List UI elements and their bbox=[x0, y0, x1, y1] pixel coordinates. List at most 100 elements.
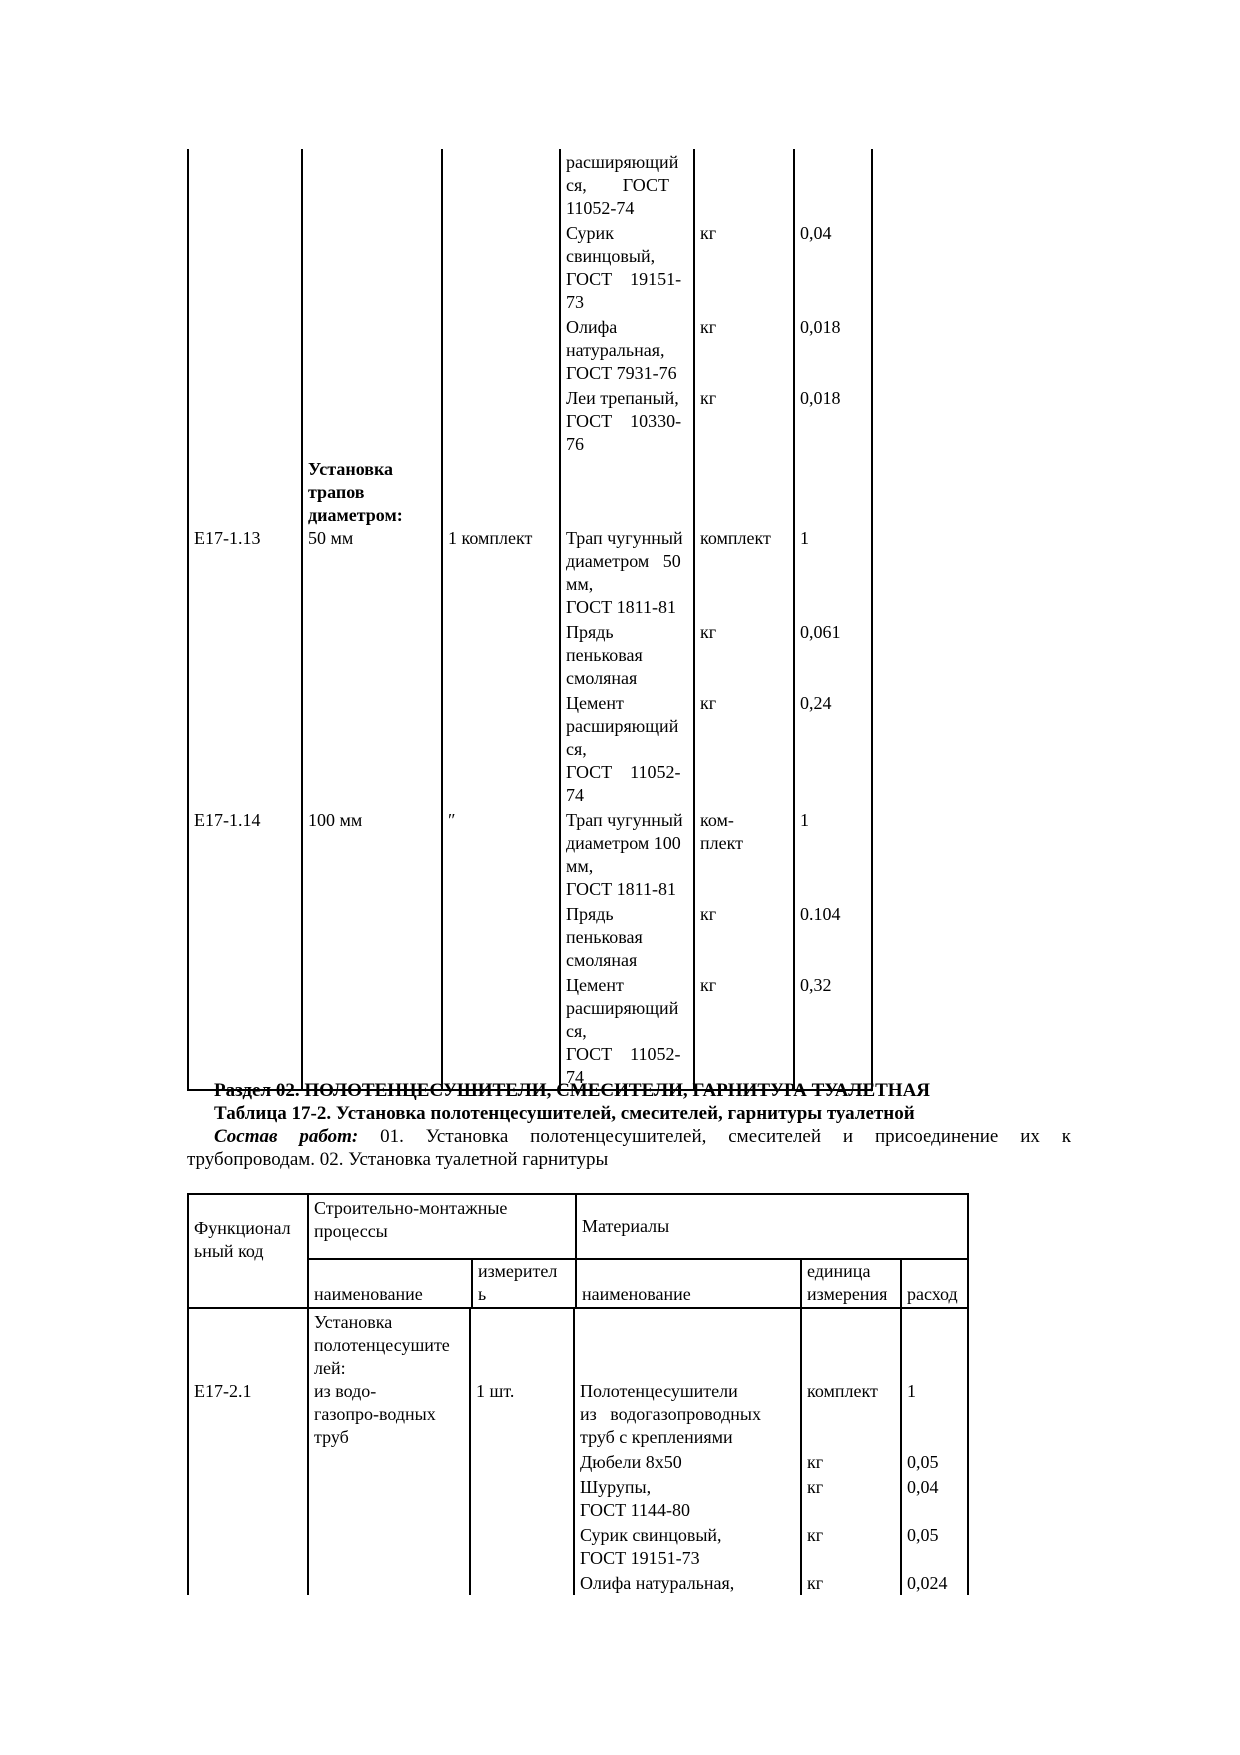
material-unit: кг bbox=[800, 1522, 900, 1570]
material-row: Шурупы, ГОСТ 1144-80 кг 0,04 bbox=[575, 1474, 969, 1522]
material-unit: комплект bbox=[800, 1309, 900, 1449]
table-row-e17-1-13: Е17-1.13 Установка трапов диаметром: 50 … bbox=[189, 456, 871, 807]
material-name: Олифа натуральная, ГОСТ 7931-76 bbox=[566, 317, 677, 383]
material-unit: кг bbox=[693, 972, 793, 1089]
material-row: Цемент расширяющий ся, ГОСТ 11052- 74 кг… bbox=[561, 690, 873, 807]
material-unit: кг bbox=[800, 1570, 900, 1595]
material-row: Цемент расширяющий ся, ГОСТ 11052- 74 кг… bbox=[561, 972, 873, 1089]
material-row: Леи трепаный, ГОСТ 10330- 76 кг 0,018 bbox=[561, 385, 873, 456]
cell-measure bbox=[441, 149, 559, 456]
composition-line-1: Состав работ: 01. Установка полотенцесуш… bbox=[187, 1125, 1071, 1148]
material-unit: кг bbox=[693, 690, 793, 807]
header-functional-code: Функционал ьный код bbox=[194, 1218, 291, 1261]
header-sub-name-processes: наименование bbox=[314, 1284, 423, 1304]
table-row: расширяющий ся, ГОСТ 11052-74 Сурик свин… bbox=[189, 149, 871, 456]
material-qty: 0,04 bbox=[900, 1474, 969, 1522]
material-row: Полотенцесушители из водогазопроводных т… bbox=[575, 1309, 969, 1449]
header-sub-measure: измерител ь bbox=[471, 1260, 575, 1307]
cell-work bbox=[301, 149, 441, 456]
header-sub-name-materials: наименование bbox=[575, 1260, 800, 1307]
material-qty: 0,05 bbox=[900, 1522, 969, 1570]
material-unit: комплект bbox=[693, 456, 793, 619]
composition-text: 01. Установка полотенцесушителей, смесит… bbox=[358, 1126, 1071, 1147]
material-row: Трап чугунный диаметром 50 мм, ГОСТ 1811… bbox=[561, 456, 873, 619]
material-name: Прядь пеньковая смоляная bbox=[566, 904, 643, 970]
material-unit: кг bbox=[693, 314, 793, 385]
header-right-group: Строительно-монтажные процессы Материалы… bbox=[307, 1195, 969, 1307]
cell-measure: 1 комплект bbox=[441, 456, 559, 807]
material-qty: 0,24 bbox=[793, 690, 873, 807]
material-row: расширяющий ся, ГОСТ 11052-74 bbox=[561, 149, 873, 220]
cell-materials: Полотенцесушители из водогазопроводных т… bbox=[573, 1309, 969, 1595]
material-qty bbox=[793, 149, 873, 220]
material-name: Цемент расширяющий ся, ГОСТ 11052- 74 bbox=[566, 975, 681, 1087]
material-name: Шурупы, ГОСТ 1144-80 bbox=[580, 1477, 691, 1520]
material-name: Прядь пеньковая смоляная bbox=[566, 622, 643, 688]
cell-code bbox=[189, 149, 301, 456]
material-name: расширяющий ся, ГОСТ 11052-74 bbox=[566, 152, 679, 218]
table-row-e17-2-1: Е17-2.1 Установка полотенцесушите лей: и… bbox=[189, 1309, 967, 1595]
material-qty: 0,061 bbox=[793, 619, 873, 690]
header-group-row: Строительно-монтажные процессы Материалы bbox=[309, 1195, 969, 1260]
cell-work: 100 мм bbox=[301, 807, 441, 1089]
material-name: Сурик свинцовый, ГОСТ 19151-73 bbox=[580, 1525, 722, 1568]
material-qty: 0,018 bbox=[793, 314, 873, 385]
cell-materials: Трап чугунный диаметром 50 мм, ГОСТ 1811… bbox=[559, 456, 873, 807]
material-row: Прядь пеньковая смоляная кг 0.104 bbox=[561, 901, 873, 972]
material-name: Леи трепаный, ГОСТ 10330- 76 bbox=[566, 388, 682, 454]
material-unit: ком- плект bbox=[693, 807, 793, 901]
header-sub-row: наименование измерител ь наименование ед… bbox=[309, 1260, 969, 1307]
header-sub-unit: единица измерения bbox=[800, 1260, 900, 1307]
material-name: Дюбели 8х50 bbox=[580, 1452, 682, 1472]
material-row: Сурик свинцовый, ГОСТ 19151-73 кг 0,05 bbox=[575, 1522, 969, 1570]
work-intro: Установка трапов диаметром: bbox=[308, 459, 403, 525]
table-row-e17-1-14: Е17-1.14 100 мм ″ Трап чугунный диаметро… bbox=[189, 807, 871, 1089]
cell-measure: 1 шт. bbox=[469, 1309, 573, 1595]
material-unit: кг bbox=[693, 385, 793, 456]
material-row: Сурик свинцовый, ГОСТ 19151- 73 кг 0,04 bbox=[561, 220, 873, 314]
material-unit: кг bbox=[693, 619, 793, 690]
cell-code: Е17-1.13 bbox=[194, 528, 261, 548]
composition-label: Состав работ: bbox=[214, 1126, 359, 1147]
work-name: 50 мм bbox=[308, 528, 354, 548]
material-name: Трап чугунный диаметром 50 мм, ГОСТ 1811… bbox=[566, 528, 683, 617]
section-heading: Раздел 02. ПОЛОТЕНЦЕСУШИТЕЛИ, СМЕСИТЕЛИ,… bbox=[214, 1080, 931, 1101]
cell-materials: Трап чугунный диаметром 100 мм, ГОСТ 181… bbox=[559, 807, 873, 1089]
material-row: Олифа натуральная, ГОСТ 7931-76 кг 0,018 bbox=[561, 314, 873, 385]
material-name: Трап чугунный диаметром 100 мм, ГОСТ 181… bbox=[566, 810, 683, 899]
cell-work: Установка полотенцесушите лей: из водо- … bbox=[307, 1309, 469, 1595]
cell-work: Установка трапов диаметром: 50 мм bbox=[301, 456, 441, 807]
material-name: Полотенцесушители из водогазопроводных т… bbox=[580, 1381, 762, 1447]
material-qty: 0,32 bbox=[793, 972, 873, 1089]
material-unit: кг bbox=[693, 901, 793, 972]
material-name: Цемент расширяющий ся, ГОСТ 11052- 74 bbox=[566, 693, 681, 805]
work-name: 100 мм bbox=[308, 810, 363, 830]
header-materials: Материалы bbox=[575, 1195, 969, 1258]
material-unit bbox=[693, 149, 793, 220]
table-header: Функционал ьный код Строительно-монтажны… bbox=[189, 1195, 969, 1309]
material-row: Олифа натуральная, кг 0,024 bbox=[575, 1570, 969, 1595]
header-sub-consumption: расход bbox=[900, 1260, 969, 1307]
material-qty: 1 bbox=[793, 807, 873, 901]
material-qty: 0,04 bbox=[793, 220, 873, 314]
table-17-1-continuation: расширяющий ся, ГОСТ 11052-74 Сурик свин… bbox=[187, 149, 873, 1091]
cell-code: Е17-1.14 bbox=[194, 810, 261, 830]
header-processes: Строительно-монтажные процессы bbox=[314, 1198, 508, 1241]
material-row: Трап чугунный диаметром 100 мм, ГОСТ 181… bbox=[561, 807, 873, 901]
cell-code: Е17-2.1 bbox=[194, 1381, 252, 1401]
material-name: Сурик свинцовый, ГОСТ 19151- 73 bbox=[566, 223, 682, 312]
material-row: Дюбели 8х50 кг 0,05 bbox=[575, 1449, 969, 1474]
material-qty: 1 bbox=[793, 456, 873, 619]
table-title: Таблица 17-2. Установка полотенцесушител… bbox=[214, 1103, 915, 1124]
composition-line-2: трубопроводам. 02. Установка туалетной г… bbox=[187, 1149, 609, 1170]
material-name: Олифа натуральная, bbox=[580, 1573, 735, 1593]
material-qty: 0,018 bbox=[793, 385, 873, 456]
material-qty: 1 bbox=[900, 1309, 969, 1449]
material-unit: кг bbox=[800, 1474, 900, 1522]
table-17-2: Функционал ьный код Строительно-монтажны… bbox=[187, 1193, 969, 1595]
cell-measure: ″ bbox=[441, 807, 559, 1089]
material-unit: кг bbox=[800, 1449, 900, 1474]
material-row: Прядь пеньковая смоляная кг 0,061 bbox=[561, 619, 873, 690]
material-unit: кг bbox=[693, 220, 793, 314]
